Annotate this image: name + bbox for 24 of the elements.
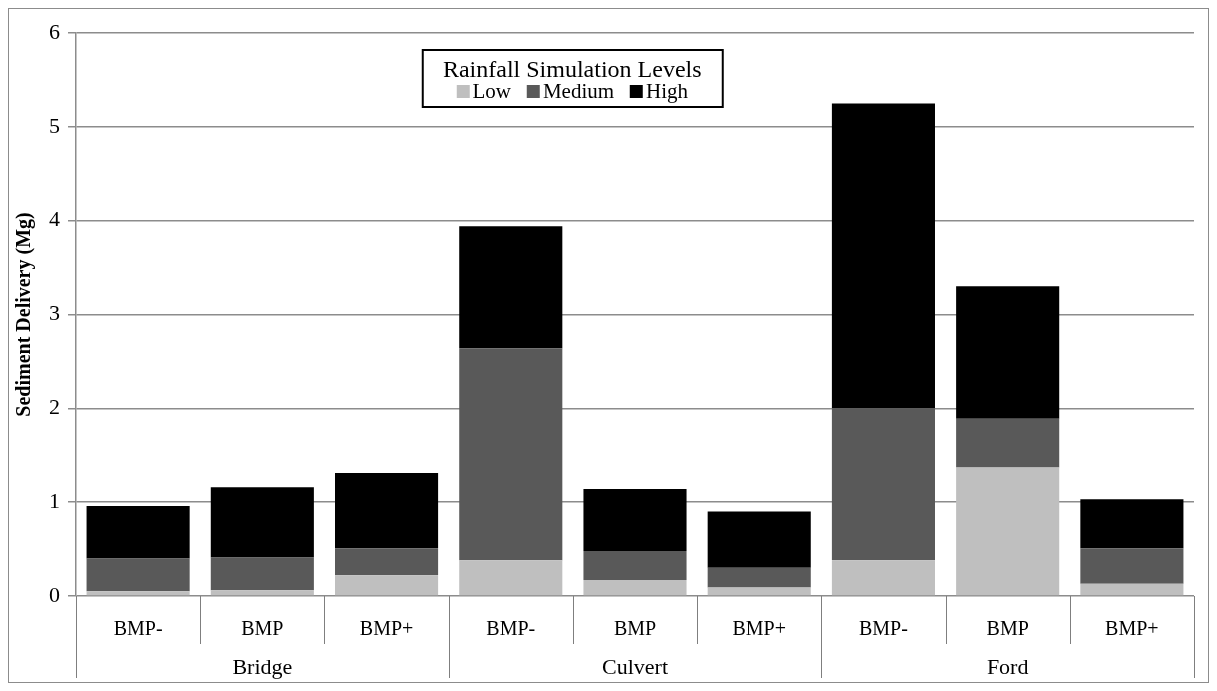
legend-title: Rainfall Simulation Levels <box>441 56 703 82</box>
legend-label: High <box>646 79 689 103</box>
y-tick-label: 5 <box>49 112 60 138</box>
text: Ford <box>986 653 1029 679</box>
x-tick-label: BMP+ <box>359 617 414 640</box>
x-tick-label: BMP <box>613 617 657 640</box>
x-tick-label: BMP <box>986 617 1029 640</box>
legend-label: Medium <box>542 79 615 103</box>
y-tick-label: 4 <box>49 206 60 232</box>
y-tick-label: 6 <box>49 18 60 44</box>
x-tick-label: BMP <box>241 617 284 640</box>
text: Bridge <box>232 653 293 679</box>
x-tick-label: BMP- <box>858 617 908 640</box>
y-axis-title: Sediment Delivery (Mg) <box>12 212 36 417</box>
x-tick-label: BMP- <box>113 617 163 640</box>
y-tick-label: 2 <box>49 394 60 420</box>
legend-label: Low <box>472 79 511 103</box>
y-tick-label: 3 <box>49 300 60 326</box>
y-tick-label: 1 <box>49 487 60 513</box>
text: Culvert <box>602 653 668 679</box>
x-tick-label: BMP+ <box>1105 617 1159 640</box>
x-tick-label: BMP- <box>486 617 536 640</box>
y-tick-label: 0 <box>49 581 60 607</box>
x-tick-label: BMP+ <box>732 617 786 640</box>
